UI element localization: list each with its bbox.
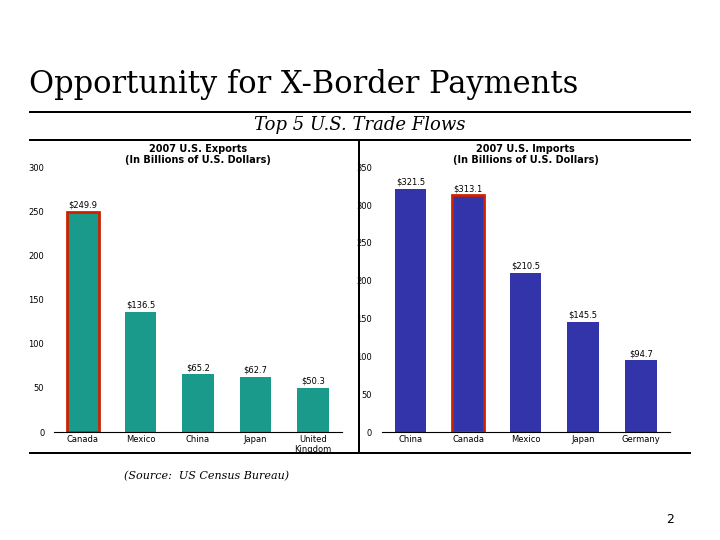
Text: $321.5: $321.5 bbox=[396, 178, 425, 187]
Bar bbox=[625, 360, 657, 432]
Title: 2007 U.S. Exports
(In Billions of U.S. Dollars): 2007 U.S. Exports (In Billions of U.S. D… bbox=[125, 144, 271, 165]
Title: 2007 U.S. Imports
(In Billions of U.S. Dollars): 2007 U.S. Imports (In Billions of U.S. D… bbox=[453, 144, 598, 165]
Text: $145.5: $145.5 bbox=[569, 310, 598, 320]
Text: $65.2: $65.2 bbox=[186, 364, 210, 373]
Bar bbox=[452, 195, 484, 432]
Text: $62.7: $62.7 bbox=[243, 366, 268, 375]
Text: $313.1: $313.1 bbox=[454, 184, 482, 193]
Bar bbox=[67, 212, 99, 432]
Text: Opportunity for X-Border Payments: Opportunity for X-Border Payments bbox=[29, 70, 578, 100]
Bar bbox=[182, 375, 214, 432]
Bar bbox=[510, 273, 541, 432]
Bar bbox=[125, 312, 156, 432]
Text: $136.5: $136.5 bbox=[126, 301, 155, 310]
Text: $249.9: $249.9 bbox=[68, 201, 97, 210]
Text: (Source:  US Census Bureau): (Source: US Census Bureau) bbox=[124, 471, 289, 482]
Bar bbox=[395, 189, 426, 432]
Text: $210.5: $210.5 bbox=[511, 261, 540, 271]
Bar bbox=[567, 322, 599, 432]
Bar bbox=[297, 388, 329, 432]
Bar bbox=[240, 377, 271, 432]
Text: $94.7: $94.7 bbox=[629, 349, 653, 358]
Text: 2: 2 bbox=[666, 513, 673, 526]
Text: Top 5 U.S. Trade Flows: Top 5 U.S. Trade Flows bbox=[254, 116, 466, 134]
Text: $50.3: $50.3 bbox=[301, 377, 325, 386]
